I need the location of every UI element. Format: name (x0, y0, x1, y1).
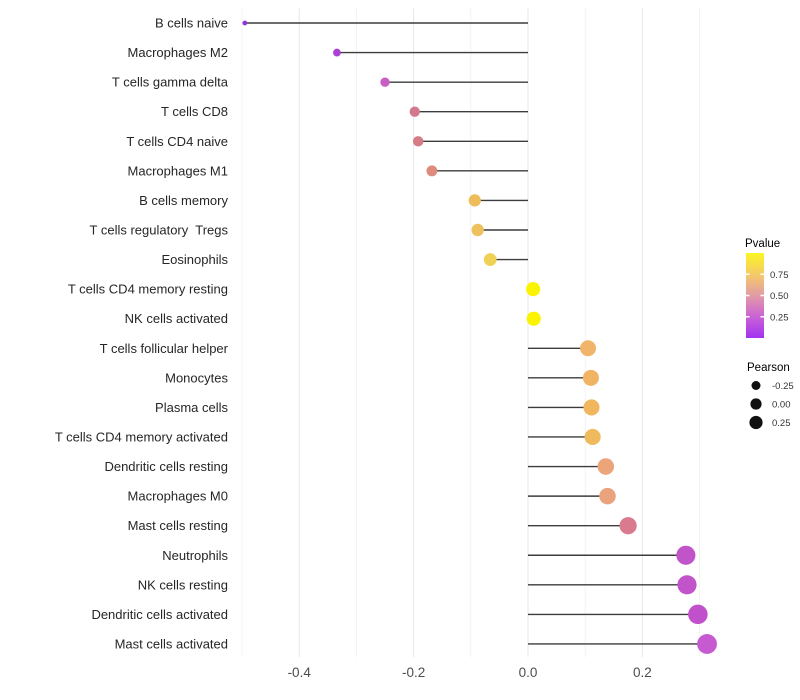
data-point (526, 311, 541, 326)
y-axis-label: Mast cells resting (128, 518, 228, 533)
data-point (580, 340, 597, 357)
pearson-key-label: 0.00 (772, 400, 791, 411)
y-axis-label: Neutrophils (162, 548, 228, 563)
y-axis-labels: B cells naive Macrophages M2 T cells gamma… (55, 16, 229, 652)
y-axis-label: Macrophages M0 (128, 489, 228, 504)
data-point (412, 136, 424, 147)
y-axis-label: Monocytes (165, 370, 228, 385)
pearson-key-dot (750, 398, 762, 410)
colorbar-tick-mark (760, 273, 764, 275)
data-point (333, 48, 341, 57)
data-point (426, 165, 438, 177)
pvalue-colorbar (746, 253, 764, 338)
y-axis-label: Eosinophils (162, 252, 229, 267)
data-point (242, 20, 248, 26)
y-axis-label: NK cells resting (138, 577, 228, 592)
data-point (583, 399, 600, 416)
y-axis-label: NK cells activated (125, 311, 228, 326)
x-axis-tick-label: -0.4 (288, 665, 312, 680)
lollipop-stems (244, 22, 708, 645)
y-axis-label: B cells naive (155, 16, 228, 31)
pearson-key-label: 0.25 (772, 418, 791, 429)
colorbar-tick-mark (746, 273, 750, 275)
colorbar-tick-mark (760, 316, 764, 318)
x-axis-tick-label: -0.2 (402, 665, 425, 680)
data-point (688, 604, 708, 625)
data-point (619, 517, 637, 535)
pvalue-legend-title: Pvalue (745, 238, 780, 250)
y-axis-label: T cells regulatory Tregs (90, 222, 229, 237)
y-axis-label: T cells gamma delta (112, 75, 229, 90)
data-point (584, 428, 601, 446)
y-axis-label: T cells follicular helper (100, 341, 229, 356)
gridlines (241, 8, 701, 657)
pearson-size-legend: -0.25 0.00 0.25 (749, 381, 794, 430)
data-point (526, 282, 541, 297)
data-point (380, 77, 390, 87)
x-axis-tick-label: 0.2 (633, 665, 652, 680)
data-point (597, 458, 615, 475)
pvalue-tick-label: 0.25 (770, 312, 789, 323)
lollipop-dots (242, 20, 717, 654)
data-point (697, 634, 717, 654)
data-point (471, 223, 484, 237)
x-axis-tick-label: 0.0 (519, 665, 538, 680)
y-axis-label: T cells CD8 (161, 104, 228, 119)
y-axis-label: T cells CD4 memory activated (55, 429, 228, 444)
legend: Pvalue 0.75 0.50 0.25 Pearson -0.25 0.00 0.2… (745, 238, 794, 430)
data-point (468, 194, 481, 207)
y-axis-label: B cells memory (139, 193, 228, 208)
y-axis-label: T cells CD4 memory resting (68, 282, 228, 297)
pvalue-tick-label: 0.75 (770, 270, 789, 281)
y-axis-label: Dendritic cells activated (91, 607, 228, 622)
data-point (483, 253, 497, 266)
pearson-key-dot (749, 415, 763, 430)
pearson-key-dot (751, 381, 761, 390)
data-point (676, 545, 696, 565)
y-axis-label: Macrophages M1 (128, 163, 228, 178)
colorbar-tick-mark (746, 294, 750, 297)
colorbar-tick-mark (746, 316, 750, 318)
y-axis-label: Plasma cells (155, 400, 228, 415)
data-point (409, 106, 420, 117)
data-point (582, 369, 599, 386)
pearson-legend-title: Pearson (747, 362, 790, 374)
y-axis-label: Macrophages M2 (128, 45, 228, 60)
pearson-key-label: -0.25 (772, 381, 794, 392)
x-axis-labels: -0.4 -0.2 0.0 0.2 (288, 665, 652, 680)
y-axis-label: T cells CD4 naive (126, 134, 228, 149)
y-axis-label: Dendritic cells resting (104, 459, 228, 474)
y-axis-label: Mast cells activated (115, 636, 228, 651)
data-point (599, 487, 616, 505)
colorbar-tick-mark (760, 294, 764, 297)
data-point (677, 575, 697, 595)
pvalue-tick-label: 0.50 (770, 291, 789, 302)
pvalue-colorbar-ticks: 0.75 0.50 0.25 (746, 270, 789, 323)
